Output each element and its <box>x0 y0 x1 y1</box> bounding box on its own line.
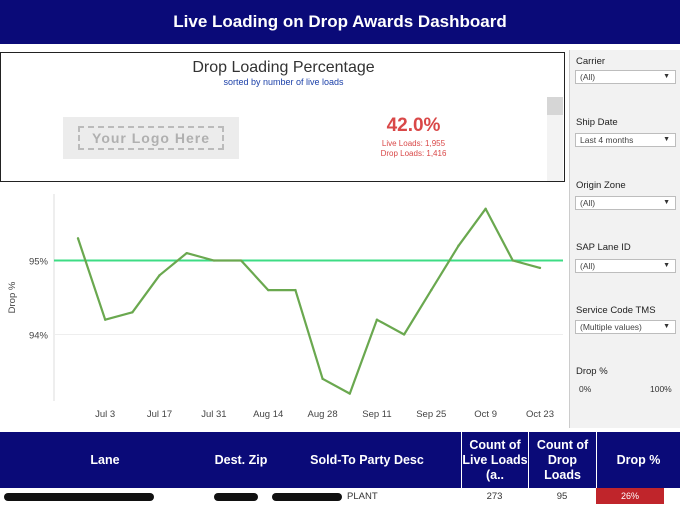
origin-zone-filter-select[interactable]: (All) ▼ <box>575 196 676 210</box>
drop-pct-filter-label: Drop % <box>576 366 608 377</box>
carrier-filter-select[interactable]: (All) ▼ <box>575 70 676 84</box>
sap-lane-filter-value: (All) <box>580 261 596 271</box>
drop-pct-range-min: 0% <box>579 384 592 394</box>
live-loads-cell: 273 <box>486 491 503 502</box>
chevron-down-icon: ▼ <box>663 136 670 143</box>
kpi-panel: Drop Loading Percentage sorted by number… <box>0 52 565 182</box>
chevron-down-icon: ▼ <box>663 199 670 206</box>
x-tick-label: Sep 25 <box>416 409 446 420</box>
scrollbar-thumb[interactable] <box>547 97 563 115</box>
data-point <box>375 318 379 321</box>
chevron-down-icon: ▼ <box>663 262 670 269</box>
x-tick-label: Jul 3 <box>95 409 115 420</box>
drop-pct-series-line <box>76 207 541 395</box>
data-point <box>457 244 460 247</box>
data-point <box>212 259 216 262</box>
data-point <box>158 274 161 277</box>
redacted-party <box>272 493 342 501</box>
ship-date-filter-select[interactable]: Last 4 months ▼ <box>575 133 676 147</box>
chevron-down-icon: ▼ <box>663 73 670 80</box>
drop-percentage-line-chart: 94% 95% Drop % Jul 3 Jul 17 Jul 31 Aug 14 Aug 2… <box>7 194 563 420</box>
drop-pct-range-max: 100% <box>650 384 672 394</box>
data-point <box>430 288 433 292</box>
drop-loads-cell: 95 <box>556 491 568 502</box>
service-code-filter-label: Service Code TMS <box>576 305 656 316</box>
data-point <box>321 377 324 381</box>
x-tick-label: Sep 11 <box>362 409 391 420</box>
chevron-down-icon: ▼ <box>663 323 670 330</box>
kpi-subtitle: sorted by number of live loads <box>223 77 344 87</box>
y-tick-label: 94% <box>29 330 49 341</box>
lane-table: Lane Dest. Zip Sold-To Party Desc Count … <box>0 432 680 506</box>
data-point <box>239 259 243 262</box>
x-tick-label: Oct 23 <box>526 409 554 420</box>
header-drop-pct[interactable]: Drop % <box>596 432 680 488</box>
ship-date-filter-label: Ship Date <box>576 117 618 128</box>
redacted-zip <box>214 493 258 501</box>
data-point <box>103 318 107 321</box>
x-tick-label: Oct 9 <box>474 409 497 420</box>
data-point <box>538 266 542 270</box>
data-point <box>294 288 297 292</box>
header-dest-zip[interactable]: Dest. Zip <box>210 432 272 488</box>
x-tick-label: Aug 14 <box>253 409 283 420</box>
page-divider <box>0 428 680 432</box>
kpi-title: Drop Loading Percentage <box>192 59 375 76</box>
ship-date-filter-value: Last 4 months <box>580 135 634 145</box>
data-point <box>267 288 270 292</box>
data-point <box>185 251 188 255</box>
filter-panel: Carrier (All) ▼ Ship Date Last 4 months … <box>569 50 680 428</box>
sold-to-cell: PLANT <box>347 491 378 502</box>
carrier-filter-label: Carrier <box>576 56 606 67</box>
origin-zone-filter-label: Origin Zone <box>576 180 626 191</box>
x-tick-label: Jul 31 <box>201 409 226 420</box>
service-code-filter-value: (Multiple values) <box>580 322 642 332</box>
logo-placeholder: Your Logo Here <box>63 117 239 159</box>
panel-scrollbar[interactable] <box>547 97 563 181</box>
table-row[interactable]: PLANT 273 95 26% <box>0 488 680 506</box>
redacted-lane <box>4 493 154 501</box>
y-tick-label: 95% <box>29 257 49 268</box>
data-point <box>402 333 406 336</box>
x-tick-label: Aug 28 <box>308 409 338 420</box>
data-point <box>131 311 134 314</box>
drop-pct-cell: 26% <box>596 488 664 504</box>
header-live-loads[interactable]: Count of Live Loads (a.. <box>461 432 528 488</box>
x-tick-label: Jul 17 <box>147 409 172 420</box>
carrier-filter-value: (All) <box>580 72 596 82</box>
y-axis-label: Drop % <box>7 281 18 313</box>
service-code-filter-select[interactable]: (Multiple values) ▼ <box>575 320 676 334</box>
data-point <box>484 207 487 210</box>
sap-lane-filter-label: SAP Lane ID <box>576 242 631 253</box>
drop-percentage-value: 42.0% <box>386 115 441 136</box>
header-drop-loads[interactable]: Count of Drop Loads <box>528 432 596 488</box>
live-loads-count: Live Loads: 1,955 <box>381 139 446 148</box>
data-point <box>511 259 515 262</box>
sap-lane-filter-select[interactable]: (All) ▼ <box>575 259 676 273</box>
logo-text: Your Logo Here <box>78 126 224 150</box>
header-lane[interactable]: Lane <box>0 432 210 488</box>
drop-loads-count: Drop Loads: 1,416 <box>380 149 447 158</box>
header-sold-to[interactable]: Sold-To Party Desc <box>272 432 462 488</box>
data-point <box>348 392 351 395</box>
dashboard-title: Live Loading on Drop Awards Dashboard <box>0 0 680 44</box>
data-point <box>76 237 80 240</box>
origin-zone-filter-value: (All) <box>580 198 596 208</box>
